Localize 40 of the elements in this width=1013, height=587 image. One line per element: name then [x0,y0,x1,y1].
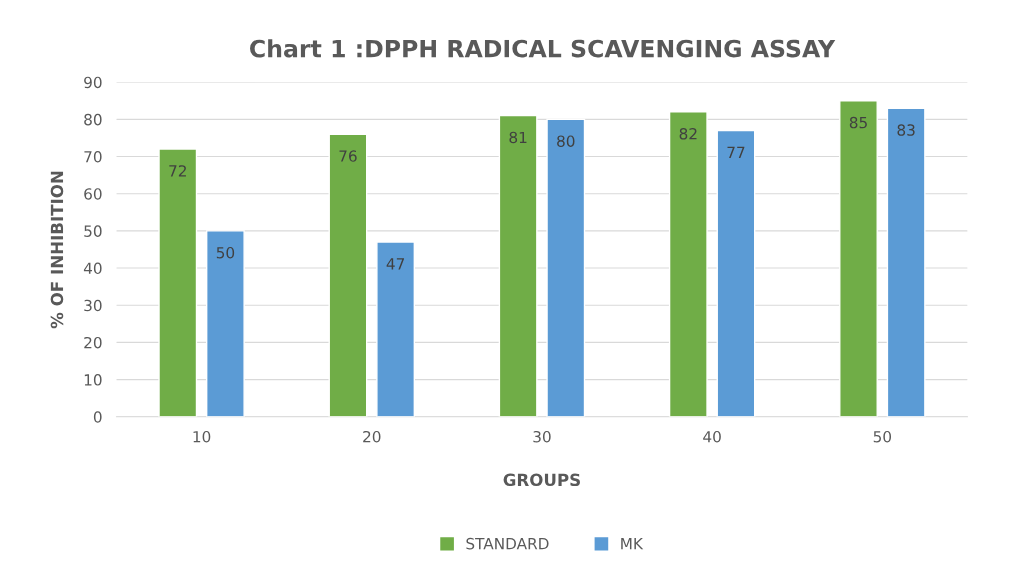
y-axis-title: % OF INHIBITION [50,171,64,329]
y-tick-label: 40 [83,262,102,275]
data-label: 77 [727,146,745,158]
bar [498,114,538,417]
data-label: 82 [679,127,697,140]
data-label: 47 [386,258,405,270]
y-tick-label: 70 [84,151,102,163]
x-axis-title: GROUPS [503,473,580,487]
data-label: 83 [897,124,915,136]
bar [376,241,416,417]
y-tick-label: 60 [84,188,102,200]
x-tick-label: 20 [363,430,381,443]
data-label: 76 [339,150,357,162]
bar [839,100,878,417]
y-tick-label: 30 [84,299,102,312]
bar [158,148,198,417]
x-tick-label: 40 [703,430,721,443]
data-label: 85 [849,116,867,129]
y-tick-label: 80 [84,113,102,126]
bar [328,133,368,417]
y-tick-label: 10 [84,374,102,386]
data-label: 81 [509,131,527,144]
data-label: 50 [216,246,235,259]
legend-label: MK [621,538,644,550]
bar [668,111,708,417]
y-tick-label: 20 [84,336,102,349]
data-label: 72 [169,165,186,177]
x-tick-label: 50 [873,430,892,443]
bar [205,230,245,417]
x-tick-label: 10 [193,430,211,443]
y-tick-label: 0 [93,411,102,423]
chart-title: Chart 1 :DPPH RADICAL SCAVENGING ASSAY [250,39,836,58]
bar [546,118,586,417]
x-tick-label: 30 [533,430,551,443]
y-tick-label: 90 [84,76,102,89]
y-tick-label: 50 [84,225,102,237]
bar [716,129,756,417]
data-label: 80 [557,135,575,147]
legend-label: STANDARD [466,537,549,550]
bar [886,107,926,417]
